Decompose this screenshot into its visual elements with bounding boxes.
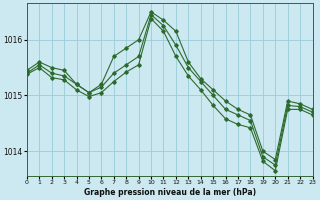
X-axis label: Graphe pression niveau de la mer (hPa): Graphe pression niveau de la mer (hPa) <box>84 188 256 197</box>
